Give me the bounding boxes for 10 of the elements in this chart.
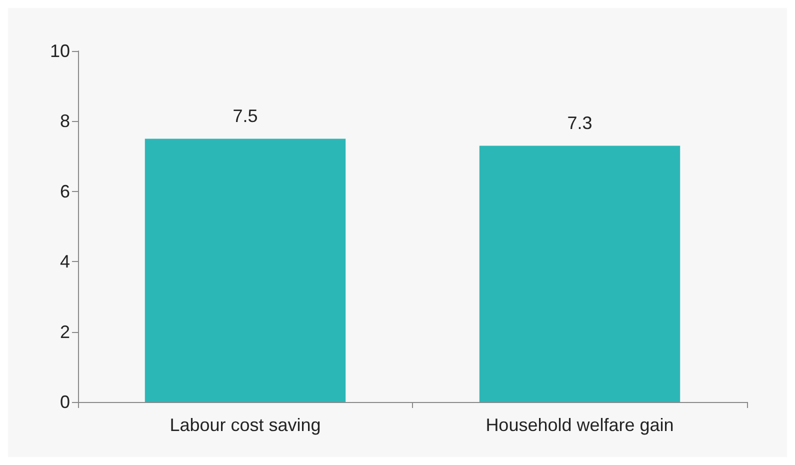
x-tick-label: Labour cost saving	[170, 415, 321, 435]
y-tick-label: 2	[60, 322, 70, 342]
data-label: 7.3	[567, 112, 592, 133]
y-tick-label: 10	[50, 41, 70, 61]
y-tick-label: 6	[60, 181, 70, 202]
y-tick-label: 4	[60, 252, 70, 272]
y-tick-label: 8	[60, 111, 70, 132]
data-label: 7.5	[232, 106, 258, 126]
x-tick-label: Household welfare gain	[486, 415, 674, 435]
y-tick-label: 0	[60, 392, 70, 412]
